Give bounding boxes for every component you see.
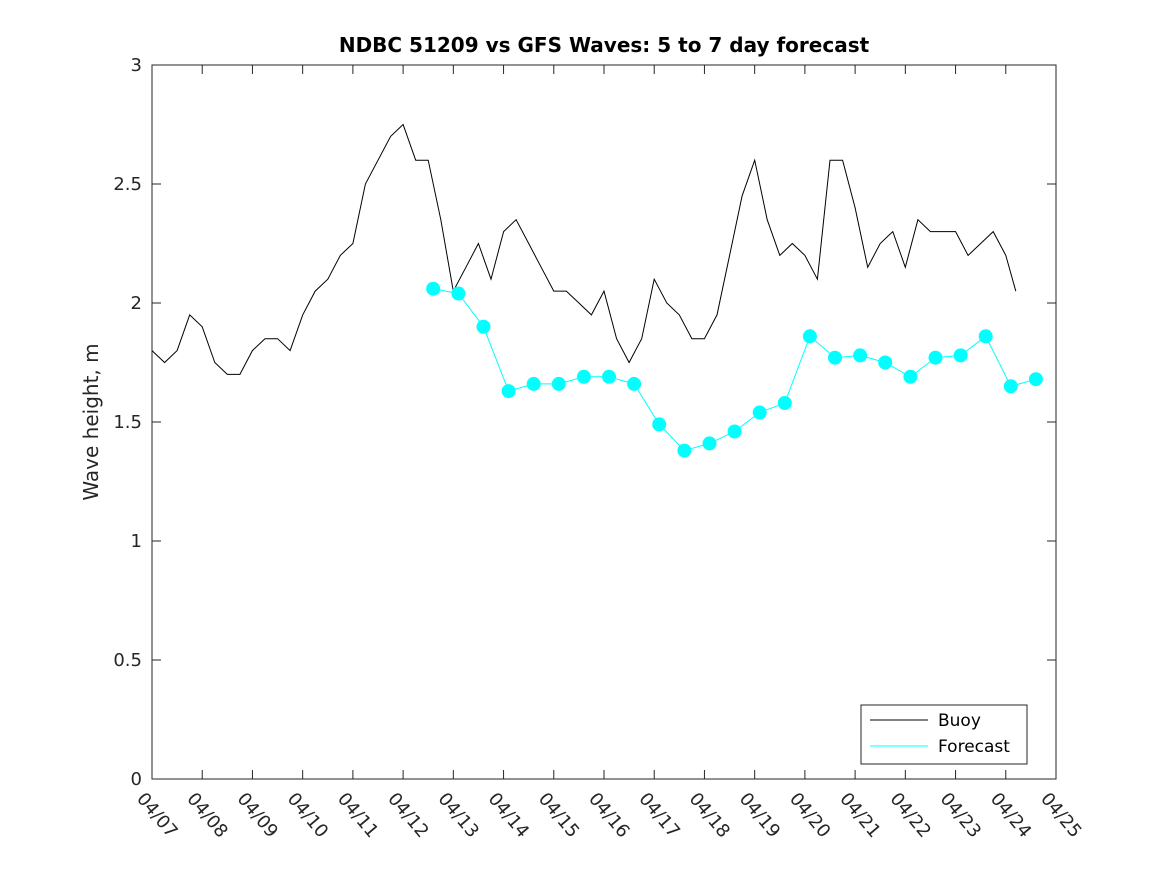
y-axis-title: Wave height, m — [79, 343, 103, 500]
forecast-point — [576, 369, 591, 384]
forecast-point — [526, 376, 541, 391]
legend-box — [860, 704, 1028, 765]
chart-title: NDBC 51209 vs GFS Waves: 5 to 7 day fore… — [339, 33, 870, 57]
forecast-point — [426, 281, 441, 296]
y-axis: 0 0.5 1 1.5 2 2.5 3 — [113, 55, 1056, 790]
forecast-point — [476, 319, 491, 334]
forecast-point — [702, 436, 717, 451]
forecast-point — [828, 350, 842, 365]
y-tick-label: 1.5 — [113, 412, 142, 433]
forecast-point — [1028, 372, 1043, 387]
plot-area — [151, 64, 1057, 780]
legend-buoy-label: Buoy — [938, 711, 981, 731]
forecast-point — [727, 424, 742, 439]
forecast-point — [878, 355, 893, 370]
y-tick-label: 0.5 — [113, 650, 142, 671]
forecast-point — [802, 329, 817, 344]
legend: Buoy Forecast — [860, 704, 1028, 765]
forecast-point — [953, 348, 968, 363]
buoy-series-line — [151, 123, 1017, 375]
forecast-point — [978, 329, 993, 344]
forecast-series-layer — [426, 281, 1043, 458]
forecast-point — [1003, 379, 1018, 394]
y-tick-label: 2.5 — [113, 174, 142, 195]
forecast-point — [602, 369, 616, 384]
buoy-series-layer — [151, 123, 1017, 375]
forecast-point — [677, 443, 692, 458]
forecast-point — [752, 405, 767, 420]
y-tick-label: 1 — [131, 531, 142, 552]
forecast-point — [903, 369, 918, 384]
legend-forecast-label: Forecast — [938, 737, 1010, 757]
forecast-point — [777, 396, 792, 410]
y-tick-label: 2 — [131, 293, 142, 314]
forecast-point — [652, 417, 667, 432]
y-tick-label: 3 — [131, 55, 142, 76]
forecast-point — [627, 376, 642, 391]
forecast-point — [501, 384, 516, 399]
forecast-point — [551, 376, 566, 391]
forecast-point — [451, 286, 466, 301]
y-tick-label: 0 — [131, 769, 142, 790]
forecast-point — [853, 348, 868, 363]
plot-frame — [151, 64, 1057, 780]
forecast-point — [928, 350, 943, 365]
